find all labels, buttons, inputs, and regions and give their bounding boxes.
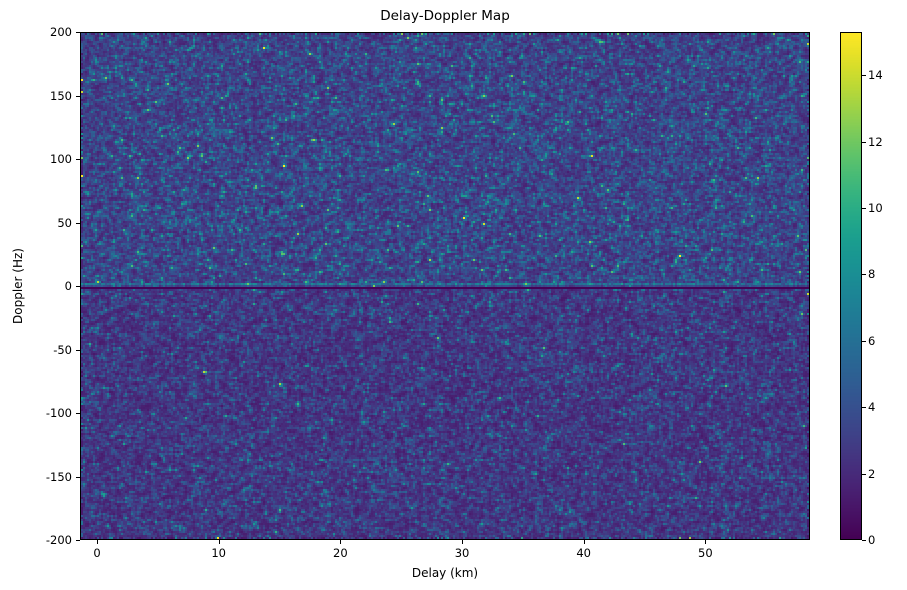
y-tick-mark (76, 476, 80, 478)
colorbar (840, 32, 862, 540)
x-tick-label: 50 (698, 546, 713, 560)
colorbar-tick-mark (862, 473, 866, 475)
x-tick-mark (340, 540, 342, 544)
y-tick-label: -150 (45, 469, 72, 484)
colorbar-tick-label: 6 (868, 333, 876, 348)
y-tick-label: -100 (45, 406, 72, 420)
colorbar-tick-label: 10 (868, 200, 883, 215)
y-tick-mark (76, 286, 80, 287)
delay-doppler-heatmap (81, 33, 809, 539)
heatmap-axes (80, 32, 810, 540)
colorbar-tick-label: 0 (868, 533, 876, 547)
y-tick-mark (76, 349, 80, 351)
colorbar-tick-mark (862, 207, 866, 209)
y-tick-mark (76, 32, 80, 33)
colorbar-tick-mark (862, 540, 866, 541)
x-tick-mark (462, 540, 464, 544)
y-tick-mark (76, 540, 80, 541)
y-tick-label: 150 (50, 88, 72, 103)
y-tick-mark (76, 413, 80, 414)
x-tick-mark (583, 540, 585, 544)
y-tick-mark (76, 159, 80, 160)
x-tick-label: 0 (93, 546, 101, 560)
x-tick-mark (97, 540, 99, 544)
x-tick-label: 30 (454, 546, 470, 560)
y-axis-label: Doppler (Hz) (11, 248, 25, 324)
colorbar-gradient (841, 33, 861, 539)
colorbar-tick-mark (862, 340, 866, 342)
page-title: Delay-Doppler Map (380, 8, 510, 24)
y-tick-mark (76, 95, 80, 97)
colorbar-tick-mark (862, 141, 866, 143)
colorbar-tick-label: 8 (868, 267, 876, 282)
y-tick-label: 50 (57, 215, 72, 230)
x-tick-label: 10 (211, 546, 227, 560)
y-tick-label: -50 (53, 342, 72, 357)
colorbar-tick-mark (862, 407, 866, 409)
y-tick-label: 100 (50, 152, 72, 166)
x-tick-mark (218, 540, 220, 544)
y-tick-label: -200 (45, 533, 72, 547)
colorbar-tick-label: 2 (868, 466, 876, 481)
colorbar-tick-label: 12 (868, 134, 883, 149)
colorbar-tick-mark (862, 75, 866, 77)
x-tick-label: 20 (333, 546, 348, 560)
x-tick-mark (705, 540, 707, 544)
colorbar-tick-label: 14 (868, 68, 883, 83)
y-tick-mark (76, 222, 80, 224)
y-tick-label: 0 (64, 279, 72, 293)
x-tick-label: 40 (576, 546, 592, 560)
x-axis-label: Delay (km) (411, 566, 479, 580)
y-tick-label: 200 (50, 25, 72, 39)
colorbar-tick-mark (862, 274, 866, 276)
colorbar-tick-label: 4 (868, 400, 876, 415)
